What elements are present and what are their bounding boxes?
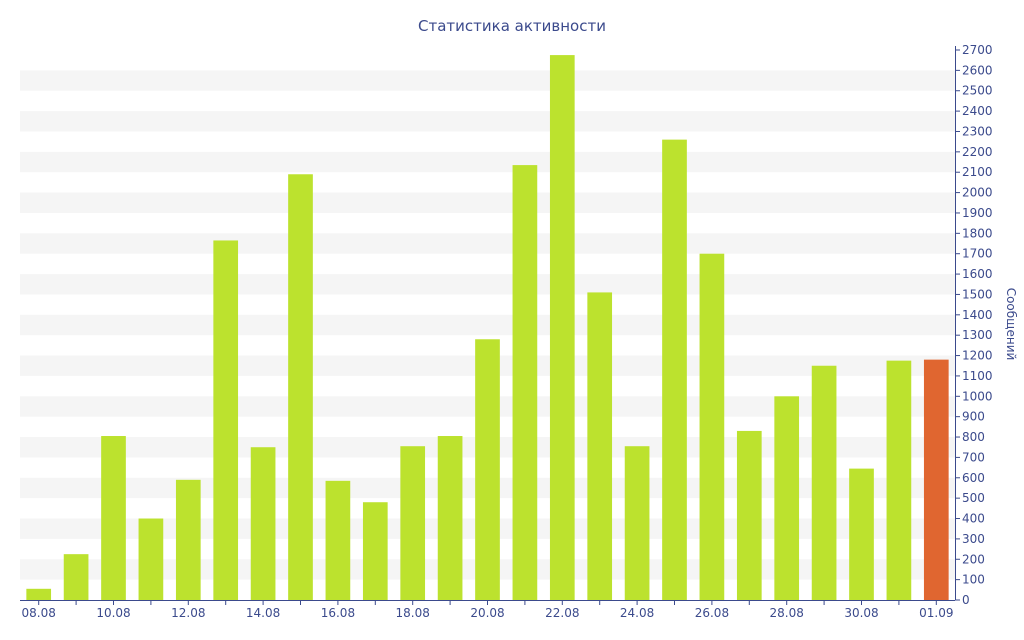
bar xyxy=(288,174,313,600)
bar xyxy=(811,365,837,600)
grid-band xyxy=(20,274,955,295)
y-tick-label: 1100 xyxy=(962,369,993,383)
bar xyxy=(624,446,650,600)
x-tick-label: 22.08 xyxy=(545,606,579,620)
bar xyxy=(250,447,276,600)
y-tick-label: 200 xyxy=(962,552,985,566)
bar xyxy=(63,554,89,600)
y-tick-label: 100 xyxy=(962,573,985,587)
y-tick-label: 1700 xyxy=(962,247,993,261)
bar xyxy=(26,588,52,600)
y-tick-label: 2100 xyxy=(962,165,993,179)
x-tick-label: 28.08 xyxy=(770,606,804,620)
grid-band xyxy=(20,192,955,213)
grid-band xyxy=(20,111,955,132)
y-tick-label: 2600 xyxy=(962,63,993,77)
bar xyxy=(736,430,762,600)
axes: 0 100 200 300 400 500 600 700 800 900 1000 1100 1200… xyxy=(20,43,993,620)
x-tick-label: 30.08 xyxy=(844,606,878,620)
y-tick-label: 2500 xyxy=(962,84,993,98)
y-tick-label: 500 xyxy=(962,491,985,505)
y-axis-label: Сообщений xyxy=(1004,288,1018,361)
bar xyxy=(101,436,126,600)
y-tick-label: 2200 xyxy=(962,145,993,159)
x-tick-label: 01.09 xyxy=(919,606,953,620)
bar xyxy=(400,446,426,600)
bar xyxy=(774,396,800,600)
bar xyxy=(886,360,912,600)
bar xyxy=(362,502,388,600)
bar xyxy=(138,518,164,600)
x-tick-label: 08.08 xyxy=(22,606,56,620)
y-tick-label: 1800 xyxy=(962,226,993,240)
bar xyxy=(325,480,351,600)
bar xyxy=(849,468,874,600)
grid-band xyxy=(20,314,955,336)
bar xyxy=(587,292,613,600)
grid-band xyxy=(20,233,955,254)
bar xyxy=(437,436,463,600)
grid-band xyxy=(20,151,955,173)
y-tick-label: 1200 xyxy=(962,349,993,363)
y-tick-label: 1400 xyxy=(962,308,993,322)
y-tick-label: 2000 xyxy=(962,186,993,200)
x-tick-label: 20.08 xyxy=(470,606,504,620)
y-tick-label: 2700 xyxy=(962,43,993,57)
bar xyxy=(923,359,949,600)
y-tick-label: 2300 xyxy=(962,124,993,138)
bar xyxy=(699,253,725,600)
x-tick-label: 10.08 xyxy=(96,606,130,620)
y-tick-label: 1900 xyxy=(962,206,993,220)
y-tick-label: 300 xyxy=(962,532,985,546)
x-tick-label: 26.08 xyxy=(695,606,729,620)
y-tick-label: 0 xyxy=(962,593,970,607)
bar xyxy=(475,339,500,600)
chart-title: Статистика активности xyxy=(418,17,606,35)
x-tick-label: 24.08 xyxy=(620,606,654,620)
x-tick-label: 14.08 xyxy=(246,606,280,620)
y-tick-label: 1000 xyxy=(962,389,993,403)
bar xyxy=(175,479,201,600)
y-tick-label: 1600 xyxy=(962,267,993,281)
grid-band xyxy=(20,70,955,91)
y-tick-label: 600 xyxy=(962,471,985,485)
bar xyxy=(662,139,687,600)
y-tick-label: 800 xyxy=(962,430,985,444)
x-tick-label: 16.08 xyxy=(321,606,355,620)
y-tick-label: 1300 xyxy=(962,328,993,342)
y-tick-label: 2400 xyxy=(962,104,993,118)
bar xyxy=(512,165,538,600)
y-tick-label: 1500 xyxy=(962,287,993,301)
y-tick-label: 400 xyxy=(962,512,985,526)
y-tick-label: 700 xyxy=(962,450,985,464)
x-tick-label: 18.08 xyxy=(396,606,430,620)
bar xyxy=(213,240,239,601)
bar xyxy=(549,55,575,601)
y-tick-label: 900 xyxy=(962,410,985,424)
x-tick-label: 12.08 xyxy=(171,606,205,620)
bar-series xyxy=(26,55,949,601)
